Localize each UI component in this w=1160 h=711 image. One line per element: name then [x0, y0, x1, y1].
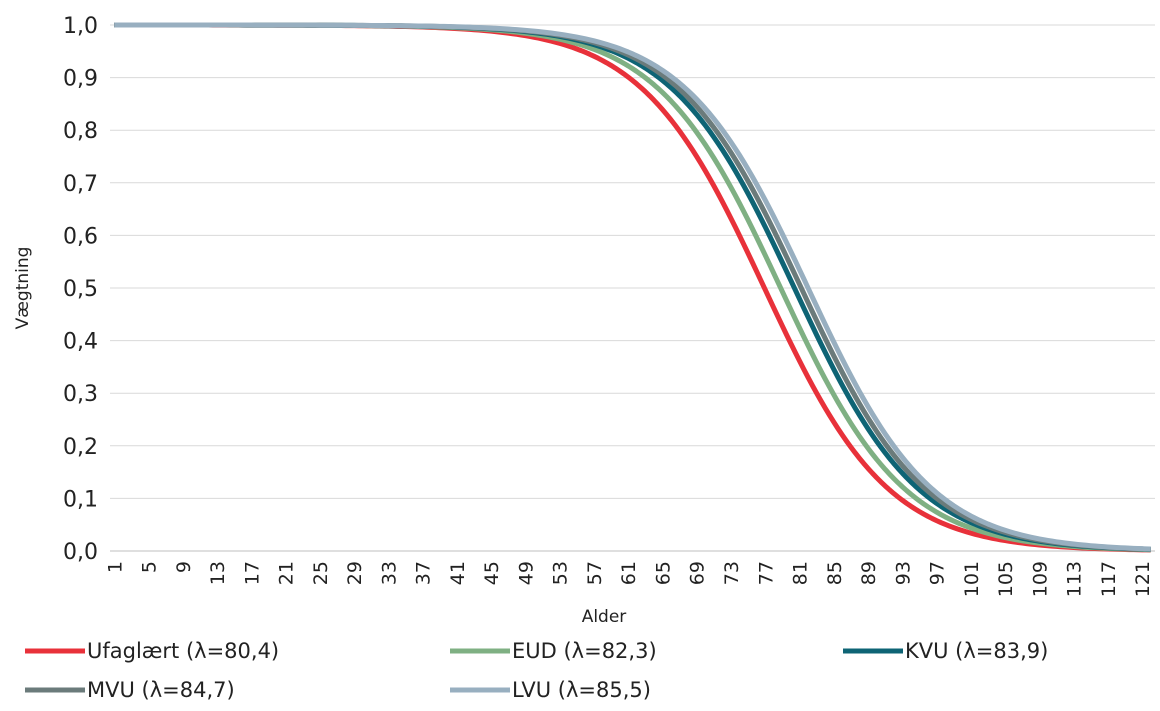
x-axis-label: Alder: [582, 607, 627, 627]
x-tick-label: 45: [481, 561, 503, 585]
legend-label: EUD (λ=82,3): [512, 639, 657, 663]
x-tick-label: 25: [310, 561, 332, 585]
y-tick-label: 1,0: [63, 14, 98, 39]
x-tick-labels: 1 5 9 13 17 21 25 29 33 37 41 45 49 53 57 61 65 69 73 77 81 8…: [104, 561, 1154, 597]
series-line-3: [114, 22, 1151, 552]
series-line-2: [114, 22, 1151, 553]
legend: Ufaglært (λ=80,4) EUD (λ=82,3) KVU (λ=83,9…: [25, 639, 1048, 702]
x-tick-label: 73: [721, 561, 743, 585]
y-tick-label: 0,5: [63, 277, 98, 302]
x-tick-label: 17: [241, 561, 263, 585]
x-tick-label: 77: [755, 561, 777, 585]
y-tick-label: 0,4: [63, 330, 98, 355]
legend-label: LVU (λ=85,5): [512, 678, 651, 702]
x-tick-label: 109: [1029, 561, 1051, 597]
x-tick-label: 113: [1064, 561, 1086, 597]
x-tick-label: 53: [550, 561, 572, 585]
y-axis-label: Vægtning: [13, 247, 33, 330]
y-tick-label: 0,7: [63, 172, 98, 197]
x-tick-label: 97: [927, 561, 949, 585]
x-tick-label: 13: [207, 561, 229, 585]
y-tick-labels: 0,0 0,1 0,2 0,3 0,4 0,5 0,6 0,7 0,8 0,9 1,0: [63, 14, 98, 565]
x-tick-label: 49: [515, 561, 537, 585]
legend-label: MVU (λ=84,7): [87, 678, 235, 702]
x-tick-label: 9: [173, 561, 195, 573]
x-tick-label: 29: [344, 561, 366, 585]
x-tick-label: 89: [858, 561, 880, 585]
x-tick-label: 101: [961, 561, 983, 597]
series-line-4: [114, 22, 1151, 552]
y-tick-label: 0,0: [63, 540, 98, 565]
x-tick-label: 57: [584, 561, 606, 585]
x-tick-label: 85: [824, 561, 846, 585]
x-tick-label: 5: [139, 561, 161, 573]
y-tick-label: 0,3: [63, 382, 98, 407]
legend-label: KVU (λ=83,9): [905, 639, 1048, 663]
x-tick-label: 117: [1098, 561, 1120, 597]
x-tick-label: 93: [892, 561, 914, 585]
x-tick-label: 105: [995, 561, 1017, 597]
series-lines: [114, 22, 1151, 553]
x-tick-label: 37: [413, 561, 435, 585]
x-tick-label: 65: [652, 561, 674, 585]
x-tick-label: 81: [790, 561, 812, 585]
series-line-5: [114, 22, 1151, 552]
x-tick-label: 21: [276, 561, 298, 585]
x-tick-label: 61: [618, 561, 640, 585]
y-tick-label: 0,6: [63, 224, 98, 249]
y-tick-label: 0,2: [63, 435, 98, 460]
x-tick-label: 41: [447, 561, 469, 585]
gridlines: [110, 24, 1155, 552]
x-tick-label: 69: [687, 561, 709, 585]
legend-label: Ufaglært (λ=80,4): [87, 639, 279, 663]
x-tick-label: 33: [378, 561, 400, 585]
x-tick-label: 1: [104, 561, 126, 573]
y-tick-label: 0,1: [63, 487, 98, 512]
y-tick-label: 0,9: [63, 67, 98, 92]
x-tick-label: 121: [1132, 561, 1154, 597]
y-tick-label: 0,8: [63, 119, 98, 144]
